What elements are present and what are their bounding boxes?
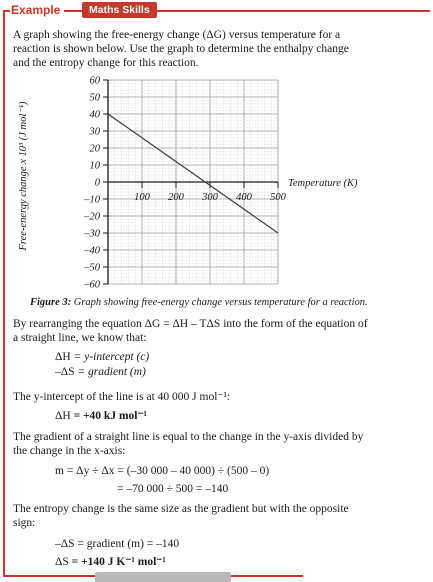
gradient-line-2: the change in the x-axis: (13, 445, 126, 457)
gibbs-equation: ΔG = ΔH – TΔS (144, 318, 221, 330)
entropy-eq-2-lhs: ΔS (55, 556, 69, 568)
identity-dh-lhs: ΔH (55, 351, 71, 363)
y-tick-label: –10 (83, 195, 101, 206)
maths-skills-badge: Maths Skills (82, 2, 157, 18)
intro-line-3: and the entropy change for this reaction… (13, 57, 199, 69)
intercept-result-lhs: ΔH (55, 410, 71, 422)
x-tick-label: 200 (168, 192, 185, 203)
y-tick-label: –30 (83, 229, 101, 240)
intercept-result: ΔH = +40 kJ mol⁻¹ (55, 409, 147, 423)
y-tick-label: 50 (90, 93, 101, 104)
identity-ds-rhs: = gradient (m) (74, 366, 146, 378)
y-tick-label: 20 (90, 144, 101, 155)
entropy-eq-2: ΔS = +140 J K⁻¹ mol⁻¹ (55, 555, 166, 569)
intro-line-2: reaction is shown below. Use the graph t… (13, 43, 349, 55)
identity-ds: –ΔS = gradient (m) (55, 365, 146, 379)
y-tick-label: –40 (83, 246, 101, 257)
x-axis-label: Temperature (K) (288, 178, 358, 189)
intercept-result-rhs: = +40 kJ mol⁻¹ (70, 410, 147, 422)
y-tick-label: –50 (83, 263, 101, 274)
frame-top-rule (3, 10, 430, 12)
frame-left-rule (3, 10, 5, 576)
rearrange-suffix: into the form of the equation of (220, 318, 368, 330)
gradient-line-1: The gradient of a straight line is equal… (13, 431, 364, 443)
entropy-line-1: The entropy change is the same size as t… (13, 503, 349, 515)
y-tick-label: 10 (90, 161, 101, 172)
rearrange-prefix: By rearranging the equation (13, 318, 145, 330)
entropy-eq-2-rhs: = +140 J K⁻¹ mol⁻¹ (68, 556, 166, 568)
free-energy-line (107, 113, 279, 234)
figure-caption-label: Figure 3: (30, 297, 72, 308)
intercept-text: The y-intercept of the line is at 40 000… (13, 391, 231, 403)
rearrange-line-1: By rearranging the equation ΔG = ΔH – TΔ… (13, 317, 423, 331)
entropy-line-2: sign: (13, 517, 36, 529)
y-tick-label: 30 (89, 127, 101, 138)
y-axis-label: Free-energy change x 10³ (J mol⁻¹) (18, 101, 29, 251)
x-tick-label: 300 (201, 192, 219, 203)
figure-caption: Figure 3: Graph showing free-energy chan… (30, 296, 368, 309)
y-tick-label: –60 (83, 280, 101, 291)
y-tick-label: 40 (90, 110, 101, 121)
gradient-calc-2: = –70 000 ÷ 500 = –140 (117, 483, 229, 495)
identity-dh-rhs: = y-intercept (c) (70, 351, 150, 363)
bottom-tab (95, 572, 231, 582)
intro-line-1: A graph showing the free-energy change (… (13, 29, 341, 41)
x-tick-label: 100 (134, 192, 151, 203)
x-tick-label: 400 (236, 192, 253, 203)
identity-ds-lhs: –ΔS (55, 366, 75, 378)
rearrange-line-2: a straight line, we know that: (13, 332, 147, 344)
entropy-eq-1: –ΔS = gradient (m) = –140 (55, 538, 180, 550)
example-title: Example (10, 2, 65, 18)
figure-caption-text: Graph showing free-energy change versus … (71, 297, 368, 308)
y-tick-label: 60 (90, 76, 101, 87)
y-tick-label: 0 (95, 178, 101, 189)
gradient-calc-1: m = Δy ÷ Δx = (–30 000 – 40 000) ÷ (500 … (55, 465, 270, 477)
chart-series (107, 113, 279, 234)
identity-dh: ΔH = y-intercept (c) (55, 350, 149, 364)
x-tick-label: 500 (270, 192, 287, 203)
y-tick-label: –20 (83, 212, 101, 223)
